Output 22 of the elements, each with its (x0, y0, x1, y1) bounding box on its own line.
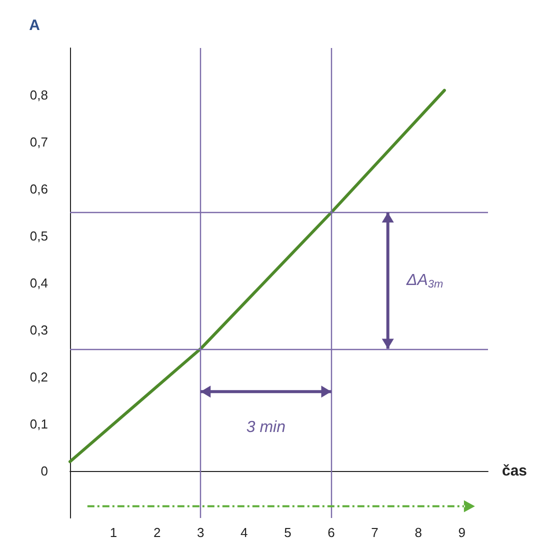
y-tick-label: 0,3 (30, 322, 48, 338)
y-tick-label: 0,4 (30, 276, 48, 290)
line-series (68, 88, 446, 464)
y-tick-label: 0,8 (30, 88, 48, 102)
x-axis-title: čas (502, 462, 528, 480)
x-tick-label: 5 (284, 525, 292, 540)
x-tick-label: 3 (197, 525, 204, 540)
y-tick-label: 0 (40, 464, 48, 478)
y-tick-label: 0,6 (30, 182, 48, 196)
y-tick-label: 0,2 (30, 370, 48, 384)
x-tick-label: 8 (414, 525, 422, 540)
y-tick-label: 0,5 (30, 228, 48, 244)
annotation: 3 min (246, 418, 286, 436)
x-tick-label: 1 (110, 525, 118, 540)
y-tick-label: 0,7 (30, 134, 48, 150)
x-tick-label: 2 (153, 525, 161, 540)
y-tick-label: 0,1 (30, 416, 48, 432)
x-tick-label: 6 (328, 525, 335, 540)
y-axis-title: A (29, 17, 40, 34)
x-tick-label: 7 (371, 525, 378, 540)
x-tick-label: 4 (240, 525, 248, 540)
x-tick-label: 9 (458, 525, 466, 540)
